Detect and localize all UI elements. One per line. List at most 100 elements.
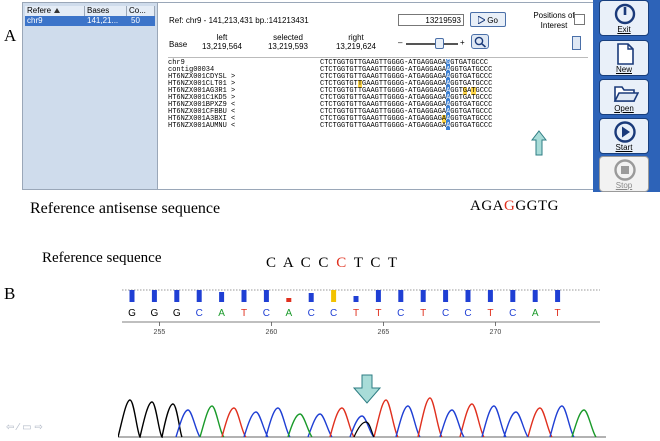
zoom-out-label[interactable]: – [398,38,403,47]
base-call-letter: C [509,308,516,319]
base-call-letter: T [353,308,359,319]
antisense-sequence: AGAGGGTG [470,198,559,215]
stop-button[interactable]: Stop [599,156,649,192]
position-tick-label: 255 [154,329,166,336]
quality-bar [555,290,561,302]
read-name: HT6NZX001BPXZ9 < [168,101,236,109]
start-button[interactable]: Start [599,118,649,154]
base-call-trace: G G G C A T C A C C T T C T C C T C A T 255 260 265 270 [122,289,600,336]
read-name: contig00034 [168,66,215,74]
right-label: right [348,33,364,42]
zoom-slider-track[interactable] [406,43,458,45]
read-sequence: CTCTGGTGTTGAAGTTGGGG-ATGAGGAGAAGGTGATGCC… [320,66,493,74]
base-call-letter: T [420,308,426,319]
base-call-letter: C [464,308,471,319]
base-label: Base [169,40,188,49]
variant-down-arrow-icon [353,374,381,404]
base-call-letter: C [308,308,315,319]
stop-label: Stop [615,181,633,190]
antisense-caption: Reference antisense sequence [30,200,221,217]
exit-label: Exit [617,25,631,34]
sort-ascending-icon [54,8,61,14]
read-sequence: CTCTGGTGTTGAAGTTGGGG-ATGAGGAGAAGGTGATGCC… [320,80,493,88]
reference-info: Ref: chr9 - 141,213,431 bp.:141213431 [169,16,309,25]
start-play-icon [614,121,636,143]
base-call-letter: C [442,308,449,319]
reference-seq-variant: C [336,255,348,271]
go-button-label: Go [487,16,498,25]
read-sequence: CTCTGGTGTTGAAGTTGGGG-ATGAGGAGAAGGTGATGCC… [320,73,493,81]
nav-forward-icon[interactable]: ⇨ [34,422,46,433]
zoom-button[interactable] [471,34,489,49]
quality-bar [443,290,449,302]
read-name: HT6NZX001A3BXI < [168,115,236,123]
read-name: HT6NZX001CDYSL > [168,73,236,81]
new-button[interactable]: New [599,40,649,76]
quality-bar [487,290,493,302]
read-name: HT6NZX001AUMNU < [168,122,236,130]
new-document-icon [617,43,634,65]
base-call-letter: G [151,308,159,319]
positions-of-interest-checkbox[interactable] [574,14,585,25]
row-bases: 141,21... [87,16,119,25]
quality-bar [510,290,516,302]
start-label: Start [615,143,633,152]
selected-value: 13,219,593 [267,42,309,51]
column-header-coverage[interactable]: Co... [127,6,155,16]
left-position: left 13,219,564 [195,33,249,51]
quality-bar [465,290,471,302]
read-sequence: CTCTGGTGTTGAAGTTGGGG-ATGAGGAGAGGTGATGCCC [320,59,489,67]
open-button[interactable]: Open [599,79,649,115]
slide-navigation[interactable]: ⇦∕▭⇨ [6,422,46,433]
exit-button[interactable]: Exit [599,0,649,36]
read-sequence-list: CTCTGGTGTTGAAGTTGGGG-ATGAGGAGAGGTGATGCCC… [320,59,493,130]
play-icon [477,15,487,25]
antisense-seq-before: AGA [470,198,504,214]
go-button[interactable]: Go [470,12,506,27]
quality-bar [353,296,359,302]
column-header-reference-label: Refere [27,6,52,15]
right-value: 13,219,624 [335,42,377,51]
reference-caption: Reference sequence [42,250,162,266]
trace-a [199,405,313,438]
reference-seq-after: T C T [347,255,398,271]
read-sequence: CTCTGGTGTTGAAGTTGGGG-ATGAGGAGAAGGTGATGCC… [320,122,493,130]
base-call-letter: G [128,308,136,319]
trace-a-2 [571,409,597,438]
table-row-selected[interactable]: chr9 141,21... 50 [25,16,155,26]
quality-bar [174,290,180,302]
selected-label: selected [273,33,303,42]
read-sequence: CTCTGGTGTTGAAGTTGGGG-ATGAGGAGAAGGTGATGCC… [320,94,493,102]
reference-list-pane: Refere Bases Co... chr9 141,21... 50 [23,3,158,189]
position-input[interactable]: 13219593 [398,14,464,26]
column-header-reference[interactable]: Refere [25,6,85,16]
quality-bar [241,290,247,302]
read-name: chr9 [168,59,185,67]
base-call-letter: T [555,308,561,319]
side-panel-button[interactable] [572,36,581,50]
trace-c-3 [439,405,575,438]
zoom-slider-thumb[interactable] [435,38,444,49]
sequence-viewer-window: Refere Bases Co... chr9 141,21... 50 Ref… [22,2,594,190]
base-call-letter: C [263,308,270,319]
power-icon [614,3,636,25]
quality-bar [286,298,292,302]
antisense-seq-variant: G [504,198,516,214]
base-call-letter: C [330,308,337,319]
read-sequence: CTCTGGTGTTGAAGTTGGGG-ATGAGGAGAAGGTGATGCC… [320,101,493,109]
quality-bar [420,290,426,302]
base-call-letter: C [196,308,203,319]
quality-bar [263,290,269,302]
base-call-letter: T [241,308,247,319]
read-sequence: CTCTGGTGTTGAAGTTGGGG-ATGAGGAGAAGGTGATGCC… [320,87,493,95]
zoom-in-label[interactable]: + [460,38,465,47]
nav-menu-icon[interactable]: ▭ [22,422,35,433]
position-up-arrow-icon [531,130,547,156]
quality-bar [129,290,135,302]
quality-bar [308,293,314,302]
read-name-list: chr9 contig00034 HT6NZX001CDYSL > HT6NZX… [168,60,308,130]
column-header-bases[interactable]: Bases [85,6,127,16]
quality-bar [532,290,538,302]
nav-pen-icon[interactable]: ∕ [17,422,23,433]
nav-back-icon[interactable]: ⇦ [6,422,18,433]
